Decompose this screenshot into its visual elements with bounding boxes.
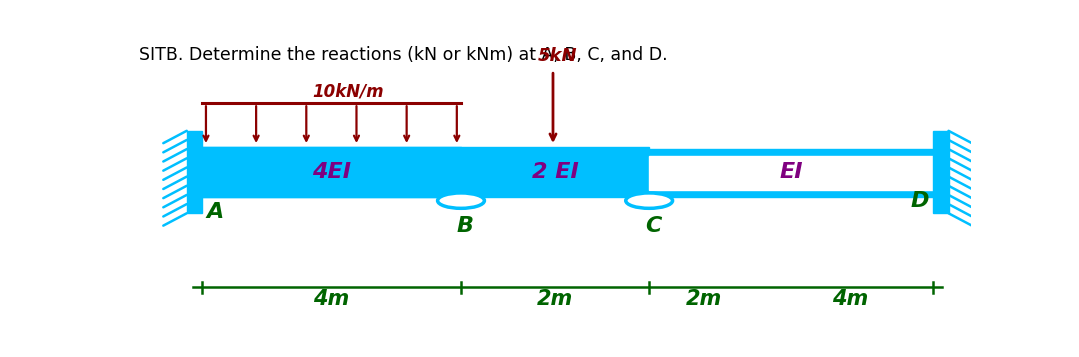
- Circle shape: [438, 193, 484, 208]
- Text: D: D: [911, 191, 929, 211]
- Bar: [187, 131, 202, 213]
- Text: SITB. Determine the reactions (kN or kNm) at A, B, C, and D.: SITB. Determine the reactions (kN or kNm…: [139, 46, 668, 64]
- Text: C: C: [645, 216, 661, 236]
- Text: 5kN: 5kN: [537, 47, 577, 65]
- Text: 2m: 2m: [537, 289, 573, 309]
- Text: EI: EI: [779, 162, 803, 182]
- Bar: [202, 147, 461, 156]
- Bar: [650, 149, 933, 156]
- Text: 4EI: 4EI: [312, 162, 351, 182]
- Bar: [650, 190, 933, 197]
- Bar: [202, 147, 461, 197]
- Text: 2 EI: 2 EI: [532, 162, 578, 182]
- Circle shape: [626, 193, 672, 208]
- Text: B: B: [456, 216, 474, 236]
- Bar: [202, 188, 461, 197]
- Text: 4m: 4m: [313, 289, 350, 309]
- Bar: [461, 147, 650, 197]
- Bar: [650, 156, 933, 190]
- Text: 2m: 2m: [685, 289, 722, 309]
- Bar: [933, 131, 948, 213]
- Text: 10kN/m: 10kN/m: [312, 82, 384, 101]
- Text: 4m: 4m: [832, 289, 868, 309]
- Text: A: A: [206, 202, 223, 222]
